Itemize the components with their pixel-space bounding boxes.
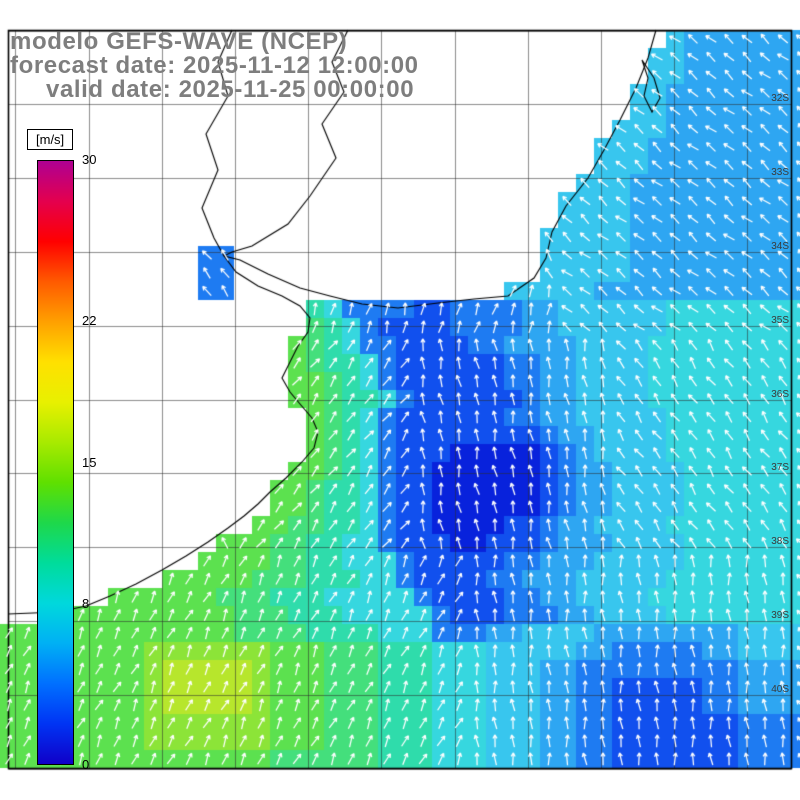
lat-label: 34S [771, 240, 789, 252]
lat-label: 39S [771, 609, 789, 621]
lat-label: 40S [771, 683, 789, 695]
forecast-date-line: forecast date: 2025-11-12 12:00:00 [10, 52, 419, 79]
lat-label: 32S [771, 93, 789, 105]
valid-date-line: valid date: 2025-11-25 00:00:00 [46, 76, 415, 103]
colorbar-tick-label: 15 [82, 454, 97, 470]
colorbar-tick-label: 8 [82, 595, 90, 611]
colorbar-tick-label: 0 [82, 757, 90, 772]
lat-label: 33S [771, 167, 789, 179]
colorbar-tick-label: 30 [82, 152, 97, 167]
lat-label: 37S [771, 462, 789, 474]
colorbar-gradient [37, 160, 74, 765]
lat-label: 36S [771, 388, 789, 400]
colorbar-tick-label: 22 [82, 313, 97, 329]
lat-label: 38S [771, 536, 789, 548]
model-title: modelo GEFS-WAVE (NCEP) [10, 28, 348, 55]
lat-label: 35S [771, 314, 789, 326]
colorbar-units-label: [m/s] [27, 129, 74, 150]
